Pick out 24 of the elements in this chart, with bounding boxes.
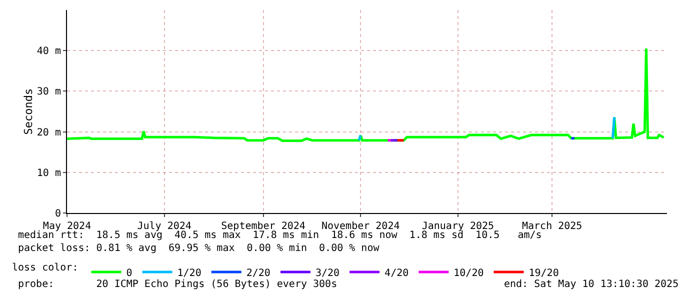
text: packet loss: 0.81 % avg 69.95 % max 0.00 % min 0.00 % now	[18, 243, 380, 254]
x-tick-label: November 2024	[321, 221, 400, 232]
text: probe: 20 ICMP Echo Pings (56 Bytes) every 300s	[18, 279, 338, 290]
legend-label: 10/20	[454, 268, 484, 279]
x-tick-label: March 2025	[522, 221, 582, 232]
legend-label: 4/20	[384, 268, 409, 279]
x-tick-label: September 2024	[221, 221, 306, 232]
text: end: Sat May 10 13:10:30 2025	[504, 279, 679, 290]
legend-label: 0	[126, 268, 132, 279]
legend-label: 3/20	[315, 268, 340, 279]
legend-label: 19/20	[528, 268, 559, 279]
y-tick-label: 40 m	[36, 46, 61, 58]
x-tick-label: July 2024	[137, 221, 192, 232]
x-tick-label: January 2025	[422, 221, 494, 232]
legend-label: 2/20	[246, 268, 270, 279]
legend-label: 1/20	[177, 268, 202, 279]
y-tick-label: 0	[54, 208, 61, 220]
y-tick-label: 10 m	[36, 168, 61, 179]
x-tick-label: May 2024	[42, 221, 92, 232]
text: median rtt: 18.5 ms avg 40.5 ms max 17.8 ms min 18.6 ms now 1.8 ms sd 10.5 am/s	[18, 230, 542, 241]
legend-title: loss color:	[12, 262, 78, 274]
y-tick-label: 20 m	[36, 127, 61, 138]
y-axis-title: Seconds	[22, 88, 35, 135]
y-tick-label: 30 m	[36, 86, 61, 98]
